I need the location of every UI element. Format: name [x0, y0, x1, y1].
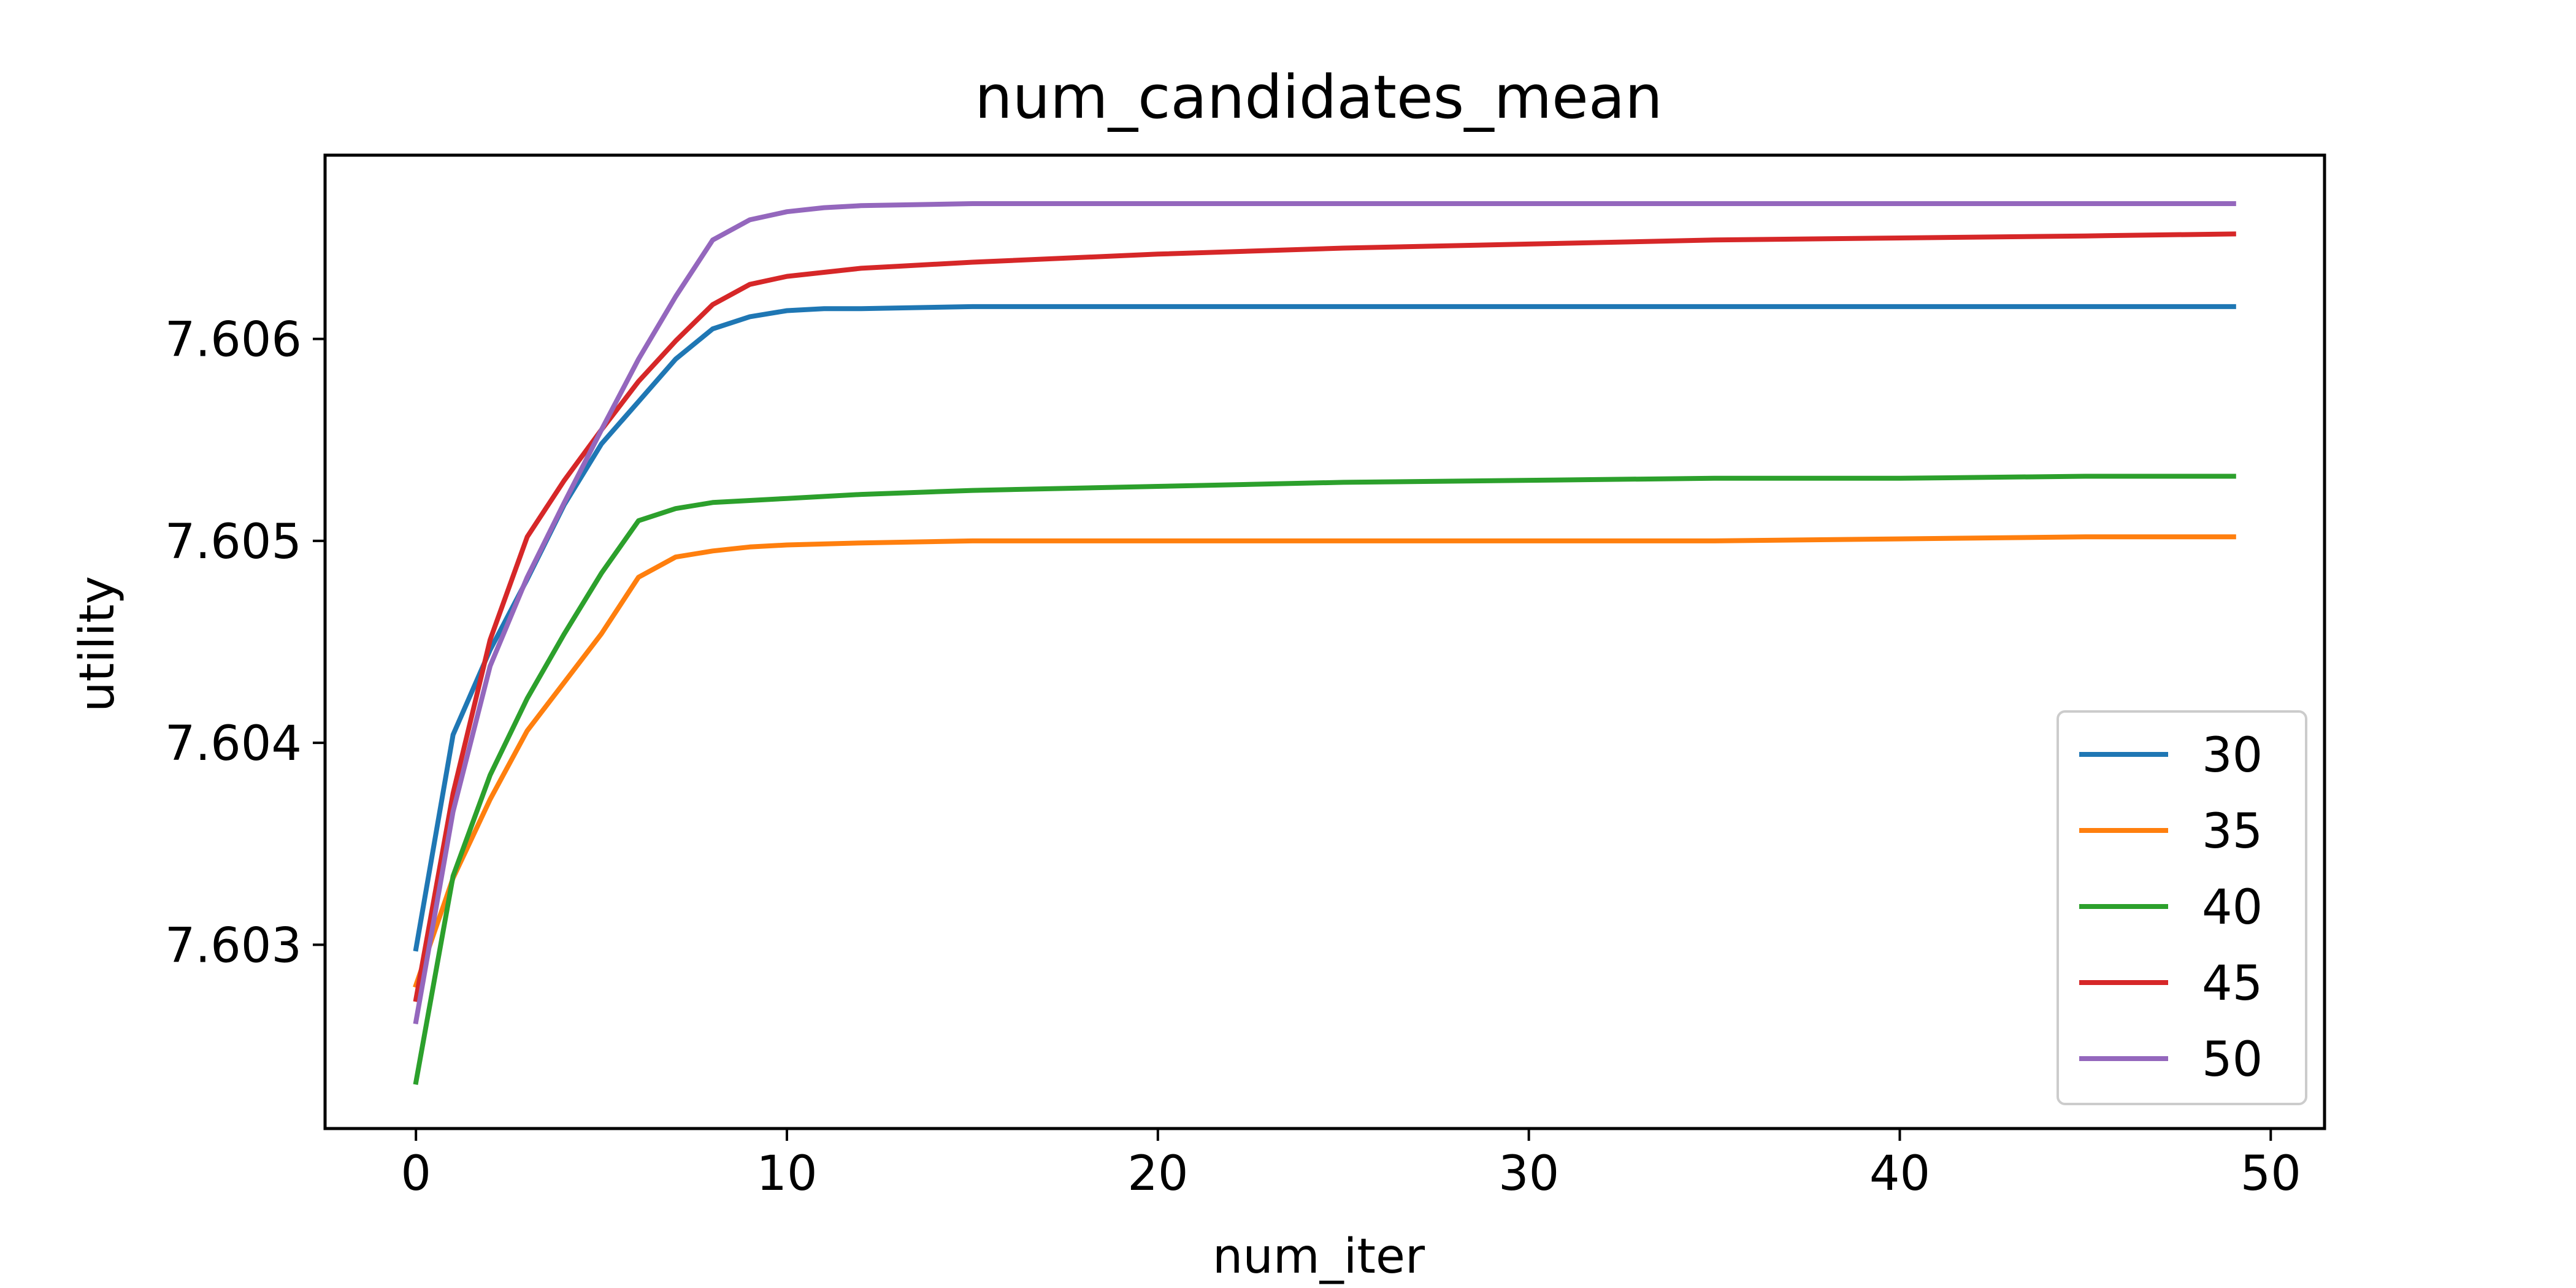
- x-tick-label: 10: [756, 1146, 817, 1202]
- series-line-45: [413, 231, 2236, 1002]
- legend-label-50: 50: [2202, 1032, 2263, 1087]
- legend-box: [2057, 710, 2307, 1105]
- series-lines: [413, 201, 2236, 1085]
- series-line-40: [413, 473, 2236, 1085]
- x-tick-label: 20: [1127, 1146, 1188, 1202]
- x-axis: 0 10 20 30 40 50: [401, 1129, 2301, 1202]
- y-tick-label: 7.603: [165, 918, 302, 973]
- chart-title: num_candidates_mean: [975, 63, 1663, 132]
- x-tick-label: 50: [2241, 1146, 2301, 1202]
- y-tick-label: 7.604: [165, 716, 302, 772]
- legend-label-30: 30: [2202, 728, 2263, 783]
- y-tick-label: 7.605: [165, 515, 302, 570]
- legend: 30 35 40 45 50: [2057, 710, 2307, 1105]
- x-tick-label: 0: [401, 1146, 431, 1202]
- series-line-35: [413, 534, 2236, 989]
- legend-label-45: 45: [2202, 956, 2263, 1011]
- x-tick-label: 40: [1869, 1146, 1930, 1202]
- series-line-50: [413, 201, 2236, 1025]
- legend-label-35: 35: [2202, 804, 2263, 859]
- plot-area-frame: [323, 153, 2326, 1130]
- y-axis-label: utility: [70, 576, 125, 712]
- legend-label-40: 40: [2202, 880, 2263, 935]
- y-tick-label: 7.606: [165, 313, 302, 368]
- y-axis: 7.603 7.604 7.605 7.606: [165, 313, 325, 973]
- x-tick-label: 30: [1498, 1146, 1559, 1202]
- x-axis-label: num_iter: [1213, 1229, 1425, 1284]
